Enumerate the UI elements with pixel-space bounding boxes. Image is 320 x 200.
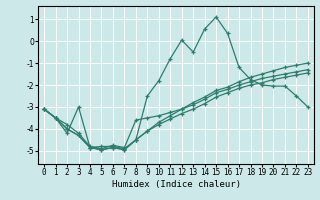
X-axis label: Humidex (Indice chaleur): Humidex (Indice chaleur) (111, 180, 241, 189)
